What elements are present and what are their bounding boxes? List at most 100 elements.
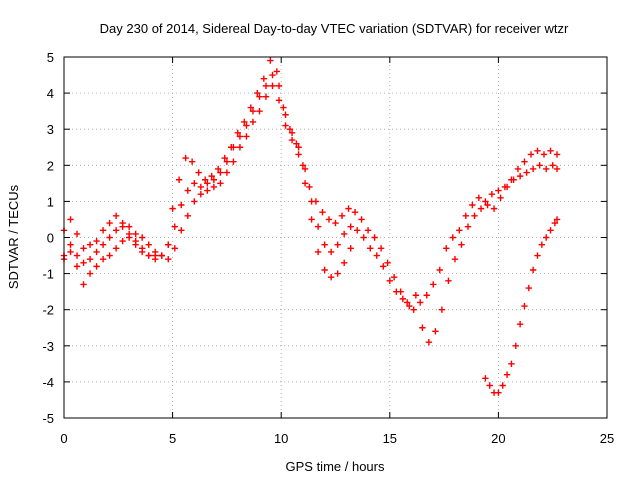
data-point — [119, 237, 126, 245]
data-point — [325, 216, 333, 223]
data-point — [204, 180, 211, 187]
data-point — [540, 151, 548, 158]
data-point — [536, 162, 543, 169]
data-point — [125, 234, 133, 241]
chart-title: Day 230 of 2014, Sidereal Day-to-day VTE… — [100, 21, 569, 36]
data-point — [516, 172, 524, 180]
y-tick-label: -4 — [42, 375, 54, 390]
data-point — [86, 255, 94, 263]
data-point — [516, 320, 524, 328]
data-point — [321, 241, 328, 248]
data-point — [469, 201, 476, 209]
data-point — [523, 169, 530, 176]
data-point — [332, 219, 339, 227]
data-point — [286, 126, 294, 133]
data-point — [256, 93, 263, 100]
data-point — [184, 187, 192, 194]
data-point — [106, 219, 113, 227]
data-point — [299, 162, 307, 169]
y-tick-label: -2 — [42, 303, 54, 318]
data-point — [247, 104, 254, 111]
y-tick-label: 5 — [47, 50, 54, 65]
plot-frame — [63, 56, 608, 419]
data-point — [358, 216, 365, 223]
data-point — [178, 227, 185, 234]
data-point — [80, 281, 87, 288]
data-point — [432, 328, 439, 335]
data-point — [510, 176, 517, 183]
data-point — [301, 180, 309, 187]
data-point — [178, 201, 185, 209]
data-point — [514, 165, 522, 173]
y-tick-label: -1 — [42, 267, 54, 282]
data-point — [321, 266, 328, 274]
x-tick-labels: 0 5 10 15 20 25 — [60, 431, 614, 446]
series-track-3 — [60, 82, 354, 288]
data-point — [288, 136, 296, 144]
data-point — [438, 306, 446, 313]
data-point — [334, 270, 341, 277]
data-point — [399, 295, 407, 303]
data-point — [210, 176, 218, 183]
grid-lines — [64, 57, 607, 418]
data-point — [377, 245, 385, 252]
data-point — [112, 227, 120, 234]
data-point — [175, 176, 183, 183]
y-tick-label: 4 — [47, 86, 54, 101]
data-point — [503, 371, 511, 378]
data-point — [345, 205, 352, 212]
data-point — [499, 382, 506, 389]
data-point — [484, 201, 491, 209]
data-point — [223, 158, 231, 165]
data-point — [508, 360, 515, 368]
data-point — [73, 263, 81, 270]
data-point — [99, 255, 107, 263]
axis-ticks — [63, 56, 608, 419]
data-point — [217, 180, 224, 187]
data-point — [182, 154, 189, 162]
data-point — [542, 165, 550, 173]
data-point — [295, 144, 302, 151]
data-point — [254, 89, 261, 97]
data-point — [125, 223, 133, 230]
data-point — [112, 245, 120, 252]
data-point — [275, 97, 283, 104]
data-point — [497, 194, 504, 201]
data-point — [386, 277, 393, 285]
data-point — [195, 169, 202, 176]
data-point — [282, 122, 289, 129]
data-point — [273, 68, 281, 75]
y-tick-label: 0 — [47, 231, 54, 246]
data-point — [260, 75, 268, 82]
x-axis-label: GPS time / hours — [286, 459, 385, 474]
data-point — [119, 223, 126, 230]
data-point — [269, 71, 276, 79]
data-point — [553, 151, 561, 158]
data-point — [165, 255, 172, 263]
data-point — [249, 107, 257, 115]
series-track-4 — [482, 216, 561, 396]
data-point — [360, 234, 367, 241]
data-point — [191, 198, 198, 205]
data-point — [410, 306, 417, 313]
data-point — [495, 187, 502, 194]
data-point — [393, 288, 400, 295]
data-point — [93, 263, 100, 270]
data-point — [188, 158, 196, 165]
data-point — [512, 342, 519, 349]
data-point — [347, 245, 354, 252]
data-point — [475, 194, 483, 201]
data-point — [521, 158, 528, 165]
data-point — [354, 227, 361, 234]
data-point — [462, 212, 470, 220]
data-point — [73, 252, 81, 259]
x-tick-label: 5 — [169, 431, 176, 446]
data-point — [482, 375, 489, 382]
data-point — [138, 248, 146, 256]
data-point — [347, 223, 354, 230]
data-point — [340, 259, 348, 266]
data-point — [217, 169, 224, 176]
data-point — [538, 241, 546, 248]
data-point — [449, 234, 456, 241]
